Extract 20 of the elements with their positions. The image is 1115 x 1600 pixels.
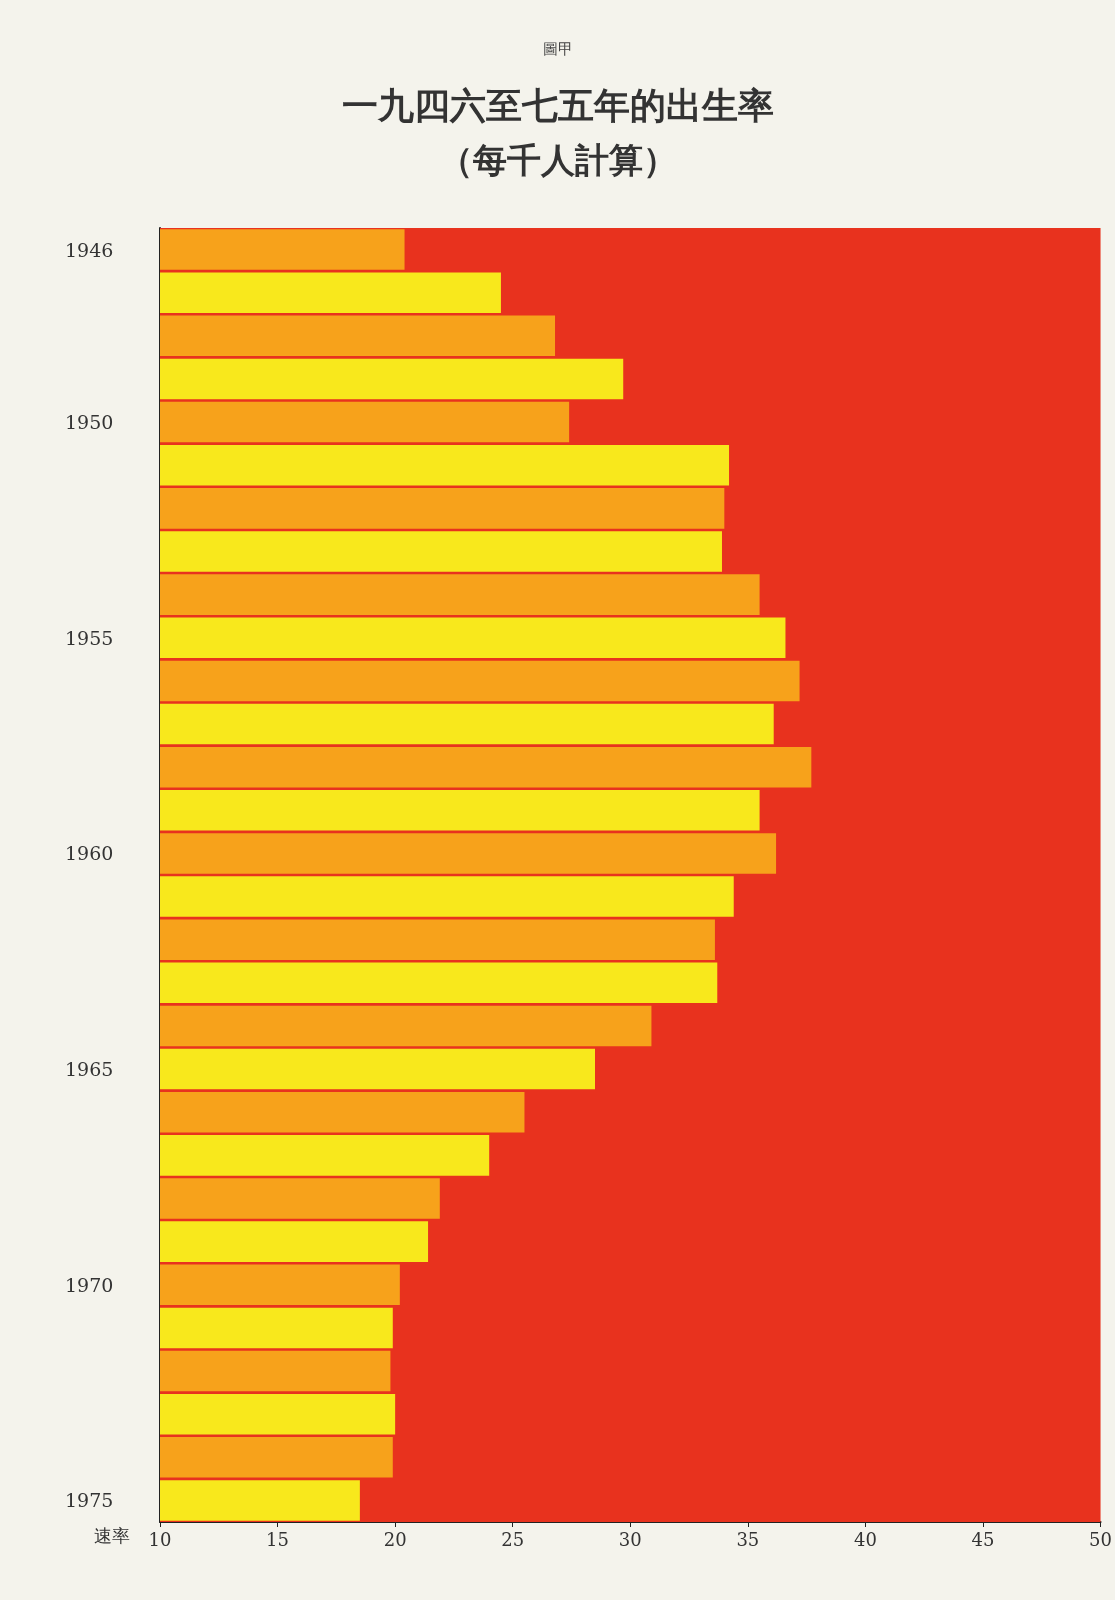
x-axis-title: 速率 bbox=[94, 1524, 130, 1546]
x-tick-label: 45 bbox=[971, 1528, 995, 1550]
chart-subtitle: （每千人計算） bbox=[438, 140, 677, 180]
text: 圖甲 bbox=[542, 39, 573, 58]
y-tick-label: 1955 bbox=[65, 626, 114, 649]
chart-title: 一九四六至七五年的出生率 bbox=[341, 84, 774, 126]
x-tick-label: 50 bbox=[1089, 1528, 1112, 1550]
x-tick-label: 15 bbox=[266, 1528, 290, 1550]
x-tick-label: 40 bbox=[853, 1528, 877, 1550]
x-tick-label: 35 bbox=[736, 1528, 760, 1550]
x-tick-label: 20 bbox=[383, 1528, 407, 1550]
y-tick-label: 1946 bbox=[65, 238, 114, 261]
y-tick-label: 1975 bbox=[65, 1489, 114, 1512]
x-tick-label: 10 bbox=[148, 1528, 172, 1550]
y-tick-label: 1970 bbox=[65, 1273, 114, 1296]
x-tick-label: 25 bbox=[501, 1528, 525, 1550]
y-tick-label: 1960 bbox=[65, 842, 114, 865]
y-tick-label: 1965 bbox=[65, 1058, 114, 1081]
y-tick-label: 1950 bbox=[65, 411, 114, 434]
x-tick-label: 30 bbox=[618, 1528, 642, 1550]
